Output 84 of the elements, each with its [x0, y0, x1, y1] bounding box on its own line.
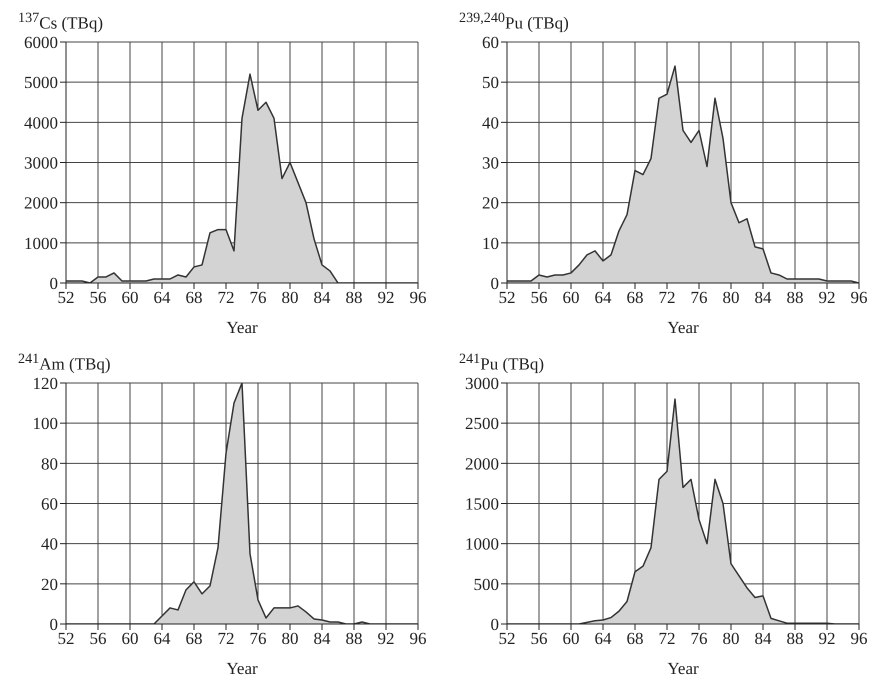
chart-title: $^{137}$Cs (TBq) — [18, 10, 103, 34]
x-tick-label: 92 — [378, 629, 394, 648]
x-tick-label: 76 — [690, 288, 708, 308]
chart-title: $^{239,240}$Pu (TBq) — [459, 10, 569, 34]
x-tick-label: 60 — [562, 629, 580, 648]
x-axis-title: Year — [226, 318, 258, 337]
x-tick-label: 96 — [410, 629, 426, 648]
y-tick-label: 0 — [490, 274, 499, 294]
y-tick-label: 1000 — [24, 234, 58, 253]
x-axis-title: Year — [226, 659, 258, 678]
x-tick-label: 56 — [90, 288, 106, 308]
x-tick-label: 88 — [786, 288, 804, 308]
y-tick-label: 2000 — [465, 454, 499, 474]
x-tick-label: 76 — [690, 629, 708, 648]
x-tick-label: 80 — [722, 288, 740, 308]
y-tick-label: 40 — [482, 113, 499, 132]
x-tick-label: 80 — [722, 629, 740, 648]
x-tick-label: 92 — [378, 288, 394, 308]
y-tick-label: 20 — [41, 574, 58, 594]
y-tick-label: 120 — [32, 374, 58, 394]
x-tick-label: 88 — [346, 288, 362, 308]
y-tick-label: 60 — [41, 494, 58, 514]
x-tick-label: 64 — [594, 288, 612, 308]
x-tick-label: 64 — [154, 288, 171, 308]
y-tick-label: 30 — [482, 154, 499, 173]
x-tick-label: 60 — [562, 288, 580, 308]
y-tick-label: 1000 — [465, 534, 499, 554]
y-tick-label: 10 — [482, 234, 499, 253]
y-tick-label: 3000 — [24, 154, 58, 173]
x-tick-label: 80 — [282, 288, 298, 308]
chart-title: $^{241}$Pu (TBq) — [459, 351, 544, 375]
x-tick-label: 96 — [850, 288, 868, 308]
x-tick-label: 84 — [754, 288, 772, 308]
x-tick-label: 72 — [218, 629, 234, 648]
x-axis-title: Year — [667, 318, 699, 337]
x-tick-label: 56 — [530, 629, 548, 648]
y-tick-label: 5000 — [24, 73, 58, 92]
y-tick-label: 0 — [490, 615, 499, 634]
x-tick-label: 76 — [250, 629, 266, 648]
x-tick-label: 64 — [154, 629, 171, 648]
x-tick-label: 96 — [850, 629, 868, 648]
y-tick-label: 3000 — [465, 374, 499, 394]
x-tick-label: 84 — [314, 288, 331, 308]
x-tick-label: 60 — [122, 629, 138, 648]
x-tick-label: 52 — [498, 288, 516, 308]
x-tick-label: 68 — [626, 629, 644, 648]
x-tick-label: 88 — [346, 629, 362, 648]
x-tick-label: 88 — [786, 629, 804, 648]
y-tick-label: 100 — [32, 414, 58, 434]
x-tick-label: 52 — [498, 629, 516, 648]
y-tick-label: 50 — [482, 73, 499, 92]
x-tick-label: 68 — [626, 288, 644, 308]
y-tick-label: 500 — [474, 574, 499, 594]
x-tick-label: 84 — [314, 629, 331, 648]
y-tick-label: 20 — [482, 194, 499, 213]
y-tick-label: 60 — [482, 33, 499, 52]
x-tick-label: 72 — [658, 288, 676, 308]
y-tick-label: 40 — [41, 534, 58, 554]
x-tick-label: 84 — [754, 629, 772, 648]
chart-title: $^{241}$Am (TBq) — [18, 351, 111, 375]
y-tick-label: 1500 — [465, 494, 499, 514]
x-tick-label: 52 — [58, 288, 74, 308]
x-tick-label: 68 — [186, 629, 202, 648]
x-tick-label: 52 — [58, 629, 74, 648]
x-tick-label: 80 — [282, 629, 298, 648]
x-tick-label: 68 — [186, 288, 202, 308]
x-tick-label: 56 — [90, 629, 106, 648]
x-tick-label: 56 — [530, 288, 548, 308]
y-tick-label: 0 — [50, 615, 58, 634]
x-axis-title: Year — [667, 659, 699, 678]
x-tick-label: 76 — [250, 288, 266, 308]
x-tick-label: 60 — [122, 288, 138, 308]
x-tick-label: 92 — [818, 629, 836, 648]
x-tick-label: 64 — [594, 629, 612, 648]
y-tick-label: 2500 — [465, 414, 499, 434]
x-tick-label: 72 — [658, 629, 676, 648]
y-tick-label: 0 — [50, 274, 58, 294]
x-tick-label: 96 — [410, 288, 426, 308]
y-tick-label: 4000 — [24, 113, 58, 132]
y-tick-label: 6000 — [24, 33, 58, 52]
x-tick-label: 72 — [218, 288, 234, 308]
y-tick-label: 2000 — [24, 194, 58, 213]
x-tick-label: 92 — [818, 288, 836, 308]
y-tick-label: 80 — [41, 454, 58, 474]
